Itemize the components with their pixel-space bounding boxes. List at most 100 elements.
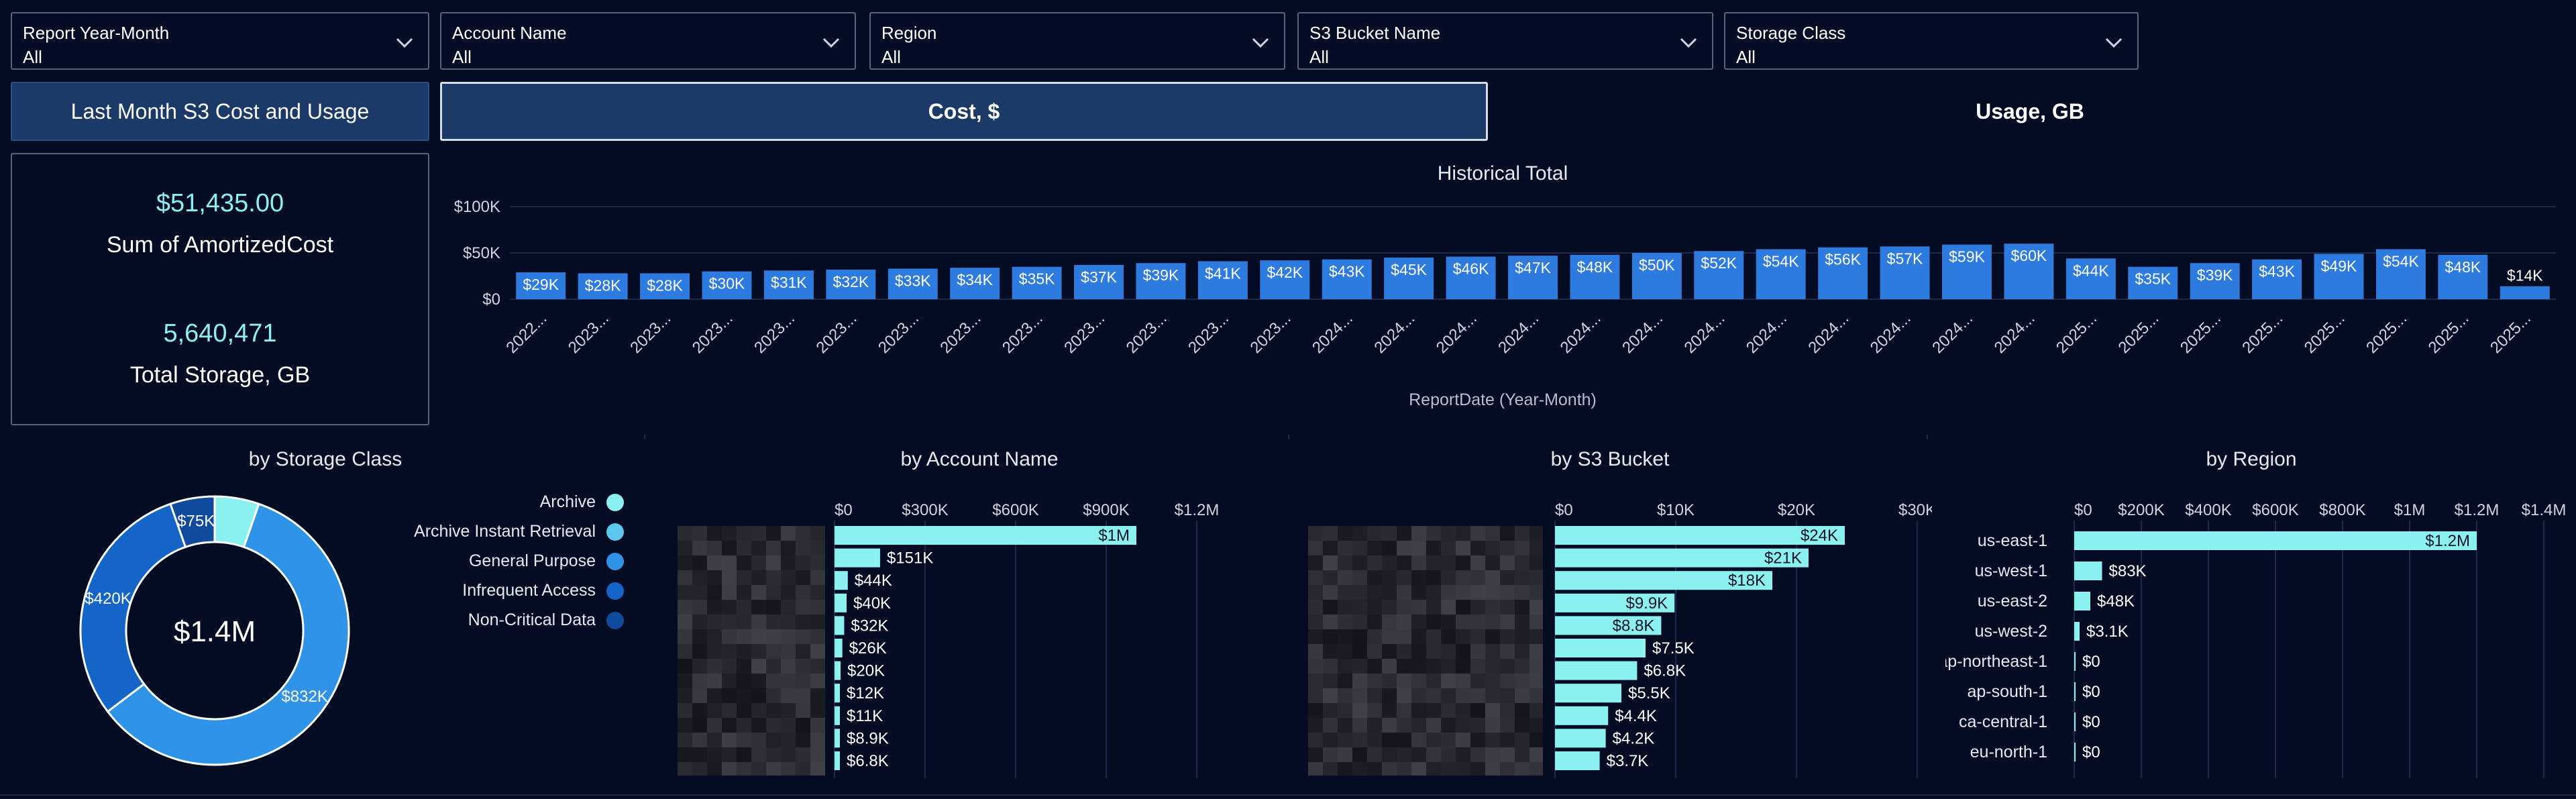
- bar-value-label: $0: [2082, 683, 2100, 701]
- chevron-down-icon[interactable]: [1677, 31, 1700, 54]
- mosaic-cell: [737, 674, 751, 688]
- mosaic-cell: [1367, 659, 1382, 674]
- category-label: eu-north-1: [1970, 743, 2047, 761]
- mosaic-cell: [678, 733, 692, 747]
- filter-account-name[interactable]: Account Name All: [440, 12, 856, 70]
- bar-value-label: $56K: [1825, 251, 1861, 268]
- bar: [1446, 256, 1496, 299]
- mosaic-cell: [1529, 762, 1544, 777]
- mosaic-cell: [1515, 541, 1529, 555]
- bar: [578, 273, 628, 299]
- bar: [835, 751, 840, 770]
- mosaic-cell: [1426, 718, 1441, 733]
- account-name-title: by Account Name: [900, 448, 1059, 470]
- bar-value-label: $9.9K: [1625, 594, 1668, 612]
- mosaic-cell: [737, 762, 751, 777]
- x-tick-label: 2025...: [2114, 309, 2162, 357]
- mosaic-cell: [722, 570, 737, 585]
- mosaic-cell: [1485, 615, 1500, 629]
- chevron-down-icon[interactable]: [820, 31, 843, 54]
- bar: [2438, 254, 2488, 299]
- x-tick-label: $0: [1555, 501, 1573, 519]
- mosaic-cell: [692, 688, 707, 703]
- mosaic-cell: [1323, 615, 1338, 629]
- chevron-down-icon[interactable]: [1249, 31, 1272, 54]
- x-tick-label: 2024...: [1743, 309, 1790, 357]
- tab-usage[interactable]: Usage, GB: [1495, 82, 2565, 141]
- bar: [1322, 259, 1372, 299]
- bar-value-label: $4.4K: [1615, 707, 1657, 725]
- mosaic-cell: [692, 615, 707, 629]
- x-tick-label: $1.4M: [2522, 501, 2567, 519]
- legend-item[interactable]: Non-Critical Data: [376, 609, 631, 632]
- mosaic-cell: [1367, 644, 1382, 659]
- chevron-down-icon[interactable]: [2102, 31, 2125, 54]
- legend-item[interactable]: Archive: [376, 491, 631, 514]
- mosaic-cell: [1441, 644, 1456, 659]
- mosaic-cell: [1470, 674, 1485, 688]
- mosaic-cell: [810, 659, 825, 674]
- mosaic-cell: [1367, 541, 1382, 555]
- mosaic-cell: [707, 600, 722, 615]
- filter-report-year-month[interactable]: Report Year-Month All: [11, 12, 429, 70]
- bar-value-label: $4.2K: [1613, 729, 1655, 747]
- bar-value-label: $12K: [847, 684, 884, 702]
- mosaic-cell: [1367, 733, 1382, 747]
- mosaic-cell: [1323, 762, 1338, 777]
- mosaic-cell: [678, 674, 692, 688]
- mosaic-cell: [1352, 733, 1367, 747]
- kpi-storage-value: 5,640,471: [163, 319, 277, 348]
- mosaic-cell: [707, 747, 722, 762]
- filter-storage-class[interactable]: Storage Class All: [1724, 12, 2139, 70]
- mosaic-cell: [692, 733, 707, 747]
- mosaic-cell: [1308, 688, 1323, 703]
- filter-s3-bucket-name[interactable]: S3 Bucket Name All: [1297, 12, 1713, 70]
- mosaic-cell: [1470, 718, 1485, 733]
- mosaic-cell: [1367, 674, 1382, 688]
- mosaic-cell: [810, 570, 825, 585]
- x-tick-label: 2025...: [2363, 309, 2410, 357]
- mosaic-cell: [1411, 659, 1426, 674]
- legend-item[interactable]: Archive Instant Retrieval: [376, 521, 631, 543]
- mosaic-cell: [1485, 629, 1500, 644]
- mosaic-cell: [692, 526, 707, 541]
- bar: [763, 270, 814, 299]
- mosaic-cell: [796, 733, 810, 747]
- mosaic-cell: [1485, 733, 1500, 747]
- mosaic-cell: [1397, 526, 1411, 541]
- filter-region[interactable]: Region All: [869, 12, 1285, 70]
- mosaic-cell: [781, 600, 796, 615]
- bar-value-label: $44K: [855, 572, 892, 590]
- mosaic-cell: [810, 703, 825, 718]
- mosaic-cell: [1500, 718, 1515, 733]
- legend-item[interactable]: General Purpose: [376, 550, 631, 573]
- mosaic-cell: [1426, 570, 1441, 585]
- mosaic-cell: [766, 733, 781, 747]
- legend-item[interactable]: Infrequent Access: [376, 580, 631, 602]
- bar: [1631, 253, 1682, 299]
- mosaic-cell: [1470, 659, 1485, 674]
- mosaic-cell: [1323, 674, 1338, 688]
- mosaic-cell: [737, 718, 751, 733]
- mosaic-cell: [1441, 659, 1456, 674]
- kpi-cost-label: Sum of AmortizedCost: [106, 232, 334, 258]
- mosaic-cell: [1529, 703, 1544, 718]
- mosaic-cell: [810, 600, 825, 615]
- tab-cost[interactable]: Cost, $: [440, 82, 1488, 141]
- x-tick-label: 2023...: [1123, 309, 1171, 357]
- chevron-down-icon[interactable]: [393, 31, 416, 54]
- mosaic-cell: [737, 615, 751, 629]
- filter-label: S3 Bucket Name: [1309, 23, 1441, 43]
- mosaic-cell: [1426, 615, 1441, 629]
- bar: [1555, 593, 1675, 612]
- mosaic-cell: [1441, 615, 1456, 629]
- mosaic-cell: [1515, 629, 1529, 644]
- mosaic-cell: [751, 600, 766, 615]
- divider: [1288, 435, 1289, 439]
- mosaic-cell: [796, 629, 810, 644]
- mosaic-cell: [751, 555, 766, 570]
- mosaic-cell: [1529, 644, 1544, 659]
- x-tick-label: $900K: [1083, 501, 1129, 519]
- mosaic-cell: [707, 541, 722, 555]
- filter-label: Account Name: [452, 23, 567, 43]
